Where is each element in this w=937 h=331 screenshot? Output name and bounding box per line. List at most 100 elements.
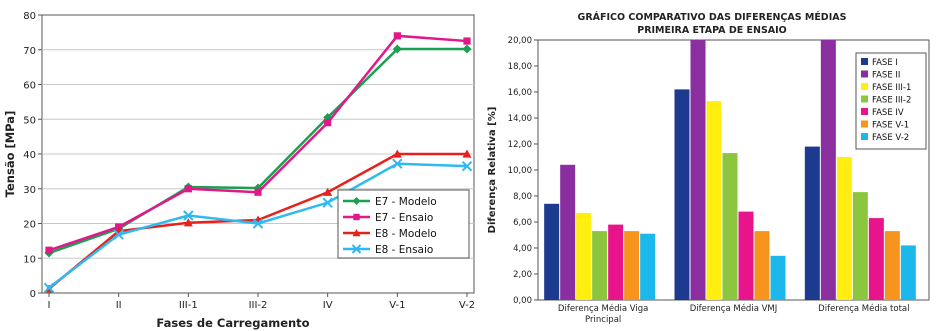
data-point [352,197,361,205]
y-tick-label: 8,00 [513,192,532,202]
legend-label: FASE IV [872,108,904,118]
data-point [322,197,333,208]
legend: E7 - Modelo E7 - Ensaio E8 - Modelo E8 - En… [337,189,470,259]
legend-swatch [861,95,868,103]
bar [690,40,706,300]
y-tick-label: 80 [23,11,36,22]
x-tick-label: Diferença Média Viga [558,303,648,314]
data-point-stroke [183,210,194,221]
x-tick-label: III-1 [179,300,198,311]
x-tick-label: Principal [585,315,621,325]
data-point [351,244,362,254]
y-tick-label: 10 [23,254,36,265]
legend: FASE I FASE II FASE III-1 FASE III-2 FASE IV… [855,52,927,150]
legend-label: FASE III-1 [872,83,911,93]
legend-label: FASE II [872,71,900,81]
x-tick-label: Diferença Média VMJ [690,303,778,314]
x-tick-label: Diferença Média total [818,303,909,314]
bar [836,157,852,300]
data-point [323,187,333,196]
data-point [184,185,192,193]
legend-swatch [861,83,868,90]
legend-label: FASE I [872,58,898,68]
y-tick-label: 6,00 [513,218,532,228]
y-tick-label: 16,00 [508,88,532,98]
x-tick-label: II [116,300,122,311]
y-tick-label: 12,00 [508,140,532,150]
y-axis-title: Tensão [MPa] [3,111,17,198]
x-tick-label: V-2 [459,300,475,311]
data-point [324,119,332,127]
x-tick-label: III-2 [249,300,268,311]
bar [544,203,560,300]
bar [738,211,754,300]
data-point [462,149,472,158]
legend-swatch [861,120,868,128]
data-point [183,210,194,221]
data-point-stroke [392,158,403,169]
legend-swatch [861,108,868,115]
bar [804,146,820,300]
y-tick-label: 20,00 [508,36,532,46]
y-axis-title: Diferença Relativa [%] [487,107,498,234]
legend-swatch [861,58,868,65]
bar [722,153,738,300]
y-tick-label: 50 [23,115,36,126]
legend-swatch [861,70,868,78]
data-point [43,282,55,293]
y-tick-label: 20 [23,220,36,231]
bar [868,218,884,300]
x-tick-label: V-1 [389,300,405,311]
data-point [183,218,193,227]
y-tick-label: 40 [23,150,36,161]
legend-label: FASE III-2 [872,96,911,106]
y-tick-label: 4,00 [513,244,532,254]
y-tick-label: 0 [30,289,36,300]
bar [608,224,624,300]
legend-label: FASE V-1 [872,121,909,131]
bar [640,233,656,300]
data-point [393,32,401,40]
legend-label: E7 - Modelo [375,196,437,208]
data-point-stroke [461,160,473,172]
y-tick-label: 2,00 [513,270,532,280]
bar [900,245,916,300]
y-tick-label: 0,00 [513,296,532,306]
data-point [352,229,361,237]
data-point [113,229,124,240]
bar [770,255,786,300]
data-point [252,218,264,229]
data-point-stroke [351,244,362,254]
bar [624,231,640,300]
legend-label: E8 - Modelo [375,228,437,240]
legend-label: FASE V-2 [872,133,909,143]
y-tick-label: 60 [23,81,36,92]
legend-label: E7 - Ensaio [375,212,433,224]
bar [560,164,576,300]
y-tick-label: 30 [23,185,36,196]
y-tick-label: 70 [23,46,36,57]
bar [820,40,836,300]
x-tick-label: IV [323,300,333,311]
data-point [461,160,473,172]
bar [706,101,722,300]
y-tick-label: 14,00 [508,114,532,124]
bar [576,212,592,300]
bar [674,89,690,301]
chart-subtitle: PRIMEIRA ETAPA DE ENSAIO [637,25,787,36]
bar [754,231,770,300]
data-point [353,213,360,221]
data-point-stroke [43,282,55,293]
chart-title: GRÁFICO COMPARATIVO DAS DIFERENÇAS MÉDIA… [578,11,847,23]
data-point [392,149,402,158]
bar-chart: GRÁFICO COMPARATIVO DAS DIFERENÇAS MÉDIA… [487,11,930,325]
bar [592,231,608,300]
x-axis-title: Fases de Carregamento [156,316,309,330]
data-point-stroke [252,218,264,229]
data-point-stroke [322,197,333,208]
legend-label: E8 - Ensaio [375,244,433,256]
data-point [463,37,471,45]
y-tick-label: 18,00 [508,62,532,72]
data-point [45,246,53,254]
